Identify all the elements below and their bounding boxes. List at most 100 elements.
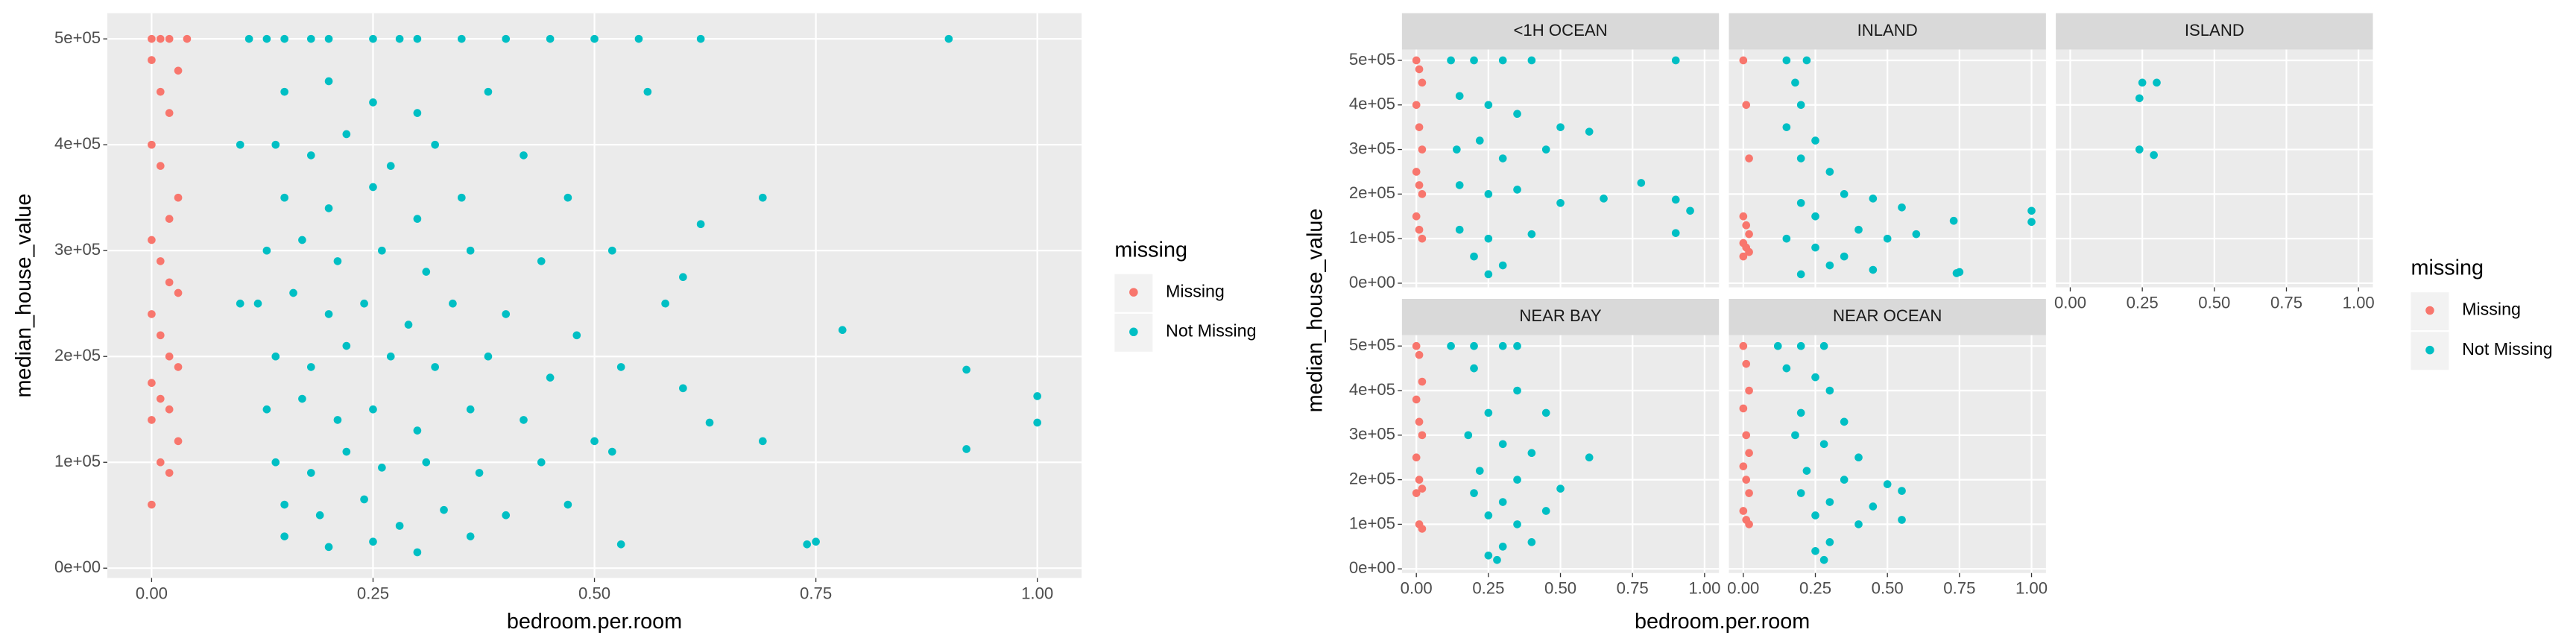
point [1802, 467, 1811, 475]
point [342, 341, 351, 350]
point [1484, 270, 1493, 279]
point [1415, 350, 1424, 359]
point [2138, 78, 2147, 87]
point [1854, 520, 1863, 528]
point [1527, 230, 1536, 239]
point [413, 548, 422, 557]
point [1745, 154, 1753, 162]
point [1791, 78, 1799, 87]
point [1869, 502, 1878, 511]
strip [1729, 298, 2046, 335]
point [1418, 525, 1427, 533]
point [1484, 511, 1493, 520]
point [1745, 449, 1753, 458]
point [1412, 453, 1421, 462]
point [165, 352, 174, 361]
point [404, 321, 413, 329]
point [1811, 546, 1819, 555]
point [1484, 408, 1493, 417]
point [174, 288, 183, 297]
point [1955, 268, 1964, 277]
point [1556, 123, 1565, 131]
point [1556, 198, 1565, 207]
point [1527, 56, 1536, 65]
point [1513, 186, 1521, 194]
point [280, 193, 288, 202]
point [1412, 395, 1421, 404]
x-tick-label: 0.25 [1799, 579, 1831, 598]
x-axis-title: bedroom.per.room [1635, 610, 1810, 634]
point [1418, 234, 1427, 243]
point [1739, 212, 1748, 221]
point [165, 278, 174, 287]
point [1513, 110, 1521, 119]
point [324, 77, 333, 86]
point [1412, 168, 1421, 176]
point [1470, 252, 1478, 261]
point [1513, 386, 1521, 395]
point [324, 310, 333, 318]
point [1418, 145, 1427, 154]
point [369, 98, 377, 107]
point [280, 532, 288, 540]
point [280, 87, 288, 96]
point [1739, 56, 1748, 65]
point [395, 522, 404, 530]
point [1791, 431, 1799, 440]
x-tick-label: 0.75 [2270, 293, 2302, 312]
point [546, 34, 555, 43]
point [1671, 56, 1680, 65]
strip-label: NEAR OCEAN [1833, 306, 1942, 325]
point [1447, 56, 1455, 65]
point [1796, 341, 1805, 350]
point [1796, 489, 1805, 497]
point [1811, 136, 1819, 145]
point [1412, 212, 1421, 221]
point [758, 437, 767, 446]
point [1739, 252, 1748, 261]
point [502, 310, 511, 318]
point [148, 236, 156, 244]
point [1455, 225, 1464, 234]
point [1541, 507, 1550, 515]
point [1527, 449, 1536, 458]
point [413, 215, 422, 223]
y-tick-label: 2e+05 [1349, 469, 1395, 487]
y-axis-title: median_house_value [12, 194, 36, 398]
point [546, 373, 555, 382]
point [1796, 270, 1805, 279]
point [1415, 65, 1424, 74]
point [1796, 154, 1805, 162]
point [1854, 453, 1863, 462]
point [1739, 507, 1748, 515]
point [422, 458, 431, 467]
point [165, 34, 174, 43]
point [1498, 154, 1507, 162]
point [1745, 489, 1753, 497]
point [324, 34, 333, 43]
point [1415, 417, 1424, 426]
point [378, 464, 386, 472]
point [1671, 195, 1680, 204]
point [156, 257, 165, 265]
point [1470, 489, 1478, 497]
y-tick-label: 5e+05 [1349, 50, 1395, 69]
point [520, 416, 528, 424]
point [1033, 418, 1041, 427]
point [803, 540, 812, 549]
point [1782, 234, 1791, 243]
point [174, 193, 183, 202]
point [1811, 373, 1819, 382]
point [1883, 234, 1892, 243]
y-tick-label: 2e+05 [54, 346, 101, 364]
point [1854, 225, 1863, 234]
point [236, 140, 244, 149]
point [306, 151, 315, 160]
point [1412, 101, 1421, 110]
point [148, 34, 156, 43]
point [457, 193, 466, 202]
point [395, 34, 404, 43]
point [306, 363, 315, 371]
y-tick-label: 1e+05 [1349, 228, 1395, 247]
point [165, 215, 174, 223]
